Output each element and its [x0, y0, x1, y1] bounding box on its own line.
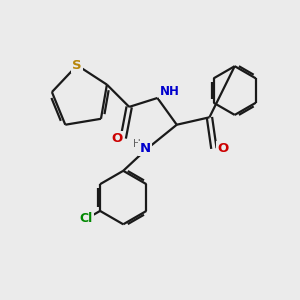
Text: Cl: Cl: [80, 212, 93, 225]
Text: NH: NH: [160, 85, 180, 98]
Text: H: H: [133, 139, 141, 149]
Text: O: O: [111, 132, 122, 145]
Text: O: O: [217, 142, 228, 155]
Text: N: N: [140, 142, 151, 155]
Text: S: S: [72, 59, 82, 72]
